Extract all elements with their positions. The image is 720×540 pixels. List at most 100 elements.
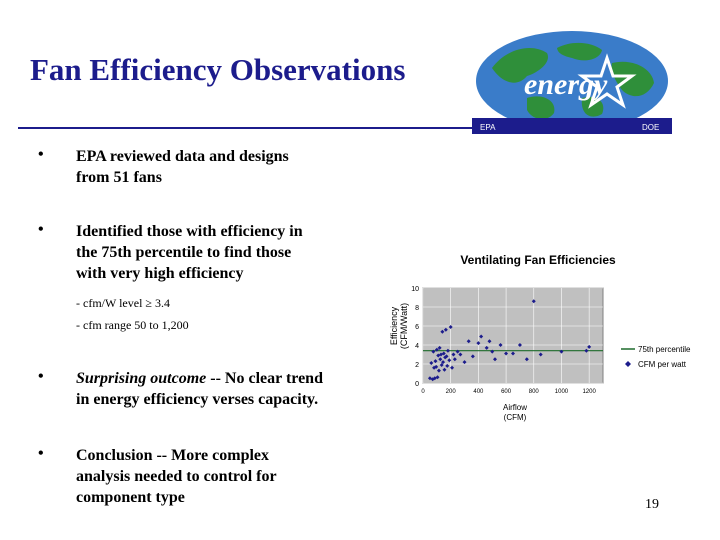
bullet-conclusion: Conclusion -- More complex analysis need… xyxy=(76,445,277,508)
bullet-epa-reviewed: EPA reviewed data and designs from 51 fa… xyxy=(76,146,289,188)
sub-bullet-cfm-level: - cfm/W level ≥ 3.4 xyxy=(76,296,171,310)
data-point xyxy=(431,349,436,354)
data-point xyxy=(450,365,455,370)
bullet-line: component type xyxy=(76,489,185,506)
energy-star-logo-icon: energy EPA DOE xyxy=(472,31,672,134)
bullet-marker: • xyxy=(38,221,44,238)
y-tick-label: 0 xyxy=(415,381,419,388)
logo-wordmark: energy xyxy=(524,68,608,101)
x-axis-label-line1: Airflow xyxy=(503,403,527,412)
bullet-identified: Identified those with efficiency in the … xyxy=(76,221,303,284)
data-point xyxy=(490,349,495,354)
continent-shape xyxy=(557,42,602,61)
data-point xyxy=(531,299,536,304)
legend-point-swatch xyxy=(625,361,631,367)
data-point xyxy=(487,339,492,344)
data-point xyxy=(436,368,441,373)
data-point xyxy=(462,360,467,365)
x-tick-label: 600 xyxy=(501,389,512,395)
sub-bullet-cfm-range: - cfm range 50 to 1,200 xyxy=(76,318,189,332)
data-point xyxy=(524,357,529,362)
logo-epa-label: EPA xyxy=(480,123,496,132)
continent-shape xyxy=(527,96,555,120)
y-tick-label: 6 xyxy=(415,324,419,331)
continent-shape xyxy=(492,48,548,83)
title-divider xyxy=(18,127,474,129)
data-point xyxy=(437,345,442,350)
data-point xyxy=(432,365,437,370)
data-point xyxy=(470,354,475,359)
data-point xyxy=(538,352,543,357)
data-point xyxy=(433,359,438,364)
data-point xyxy=(451,352,456,357)
data-point xyxy=(443,327,448,332)
x-tick-label: 1200 xyxy=(582,389,596,395)
data-point xyxy=(587,344,592,349)
plot-area xyxy=(422,287,604,384)
chart-title: Ventilating Fan Efficiencies xyxy=(460,253,616,267)
y-tick-label: 8 xyxy=(415,305,419,312)
bullet-line: analysis needed to control for xyxy=(76,468,277,485)
bullet-line: Conclusion -- More complex xyxy=(76,447,270,464)
bullet-marker: • xyxy=(38,445,44,462)
x-tick-label: 200 xyxy=(446,389,457,395)
data-point xyxy=(517,343,522,347)
data-point xyxy=(511,351,515,356)
x-axis-label-line2: (CFM) xyxy=(504,413,527,422)
continent-shape xyxy=(611,61,654,97)
logo-doe-label: DOE xyxy=(642,123,659,132)
data-point xyxy=(441,360,446,365)
y-tick-label: 4 xyxy=(415,343,419,350)
data-point xyxy=(435,375,440,380)
data-point xyxy=(445,363,450,368)
data-point xyxy=(434,347,439,352)
data-point xyxy=(439,362,444,367)
data-point xyxy=(438,357,443,362)
data-point xyxy=(476,341,481,346)
bullet-line: the 75th percentile to find those xyxy=(76,244,292,261)
data-point xyxy=(458,352,463,357)
data-point xyxy=(559,349,564,354)
x-tick-label: 400 xyxy=(473,389,484,395)
bullet-line: Surprising outcome -- No clear trend xyxy=(76,368,323,389)
data-point xyxy=(452,357,457,362)
data-points xyxy=(427,299,592,382)
data-point xyxy=(479,334,484,339)
y-axis-label-line1: Efficiency xyxy=(389,306,399,345)
grid-lines xyxy=(422,287,603,384)
legend-percentile-label: 75th percentile xyxy=(638,345,691,354)
bullet-surprising-outcome: Surprising outcome -- No clear trend in … xyxy=(76,368,323,410)
data-point xyxy=(466,339,471,344)
emphasis-text: Surprising outcome xyxy=(76,370,207,387)
data-point xyxy=(504,351,509,356)
bullet-line: in energy efficiency verses capacity. xyxy=(76,391,319,408)
page-number: 19 xyxy=(645,497,659,512)
legend-series-label: CFM per watt xyxy=(638,360,687,369)
data-point xyxy=(429,361,434,366)
data-point xyxy=(441,351,446,356)
data-point xyxy=(434,364,439,369)
x-tick-label: 0 xyxy=(421,389,425,395)
data-point xyxy=(584,348,589,353)
bullet-line: from 51 fans xyxy=(76,169,162,186)
data-point xyxy=(455,349,460,354)
data-point xyxy=(445,348,450,353)
data-point xyxy=(493,357,497,362)
slide-title: Fan Efficiency Observations xyxy=(30,52,406,87)
data-point xyxy=(442,367,447,372)
fan-efficiency-chart: Ventilating Fan Efficiencies Efficiency … xyxy=(389,253,691,422)
y-tick-label: 2 xyxy=(415,362,419,369)
data-point xyxy=(498,343,503,347)
bullet-line-rest: -- No clear trend xyxy=(206,370,323,387)
y-axis-label-line2: (CFM/Watt) xyxy=(399,303,409,349)
bullet-line: with very high efficiency xyxy=(76,265,244,282)
logo-base-bar xyxy=(472,118,672,134)
data-point xyxy=(484,345,489,350)
bullet-marker: • xyxy=(38,146,44,163)
x-tick-label: 1000 xyxy=(555,389,569,395)
star-icon xyxy=(577,53,637,109)
y-tick-label: 10 xyxy=(411,286,419,293)
axis-ticks: 0 2 4 6 8 10 0 200 400 600 800 1000 1200 xyxy=(411,286,596,395)
bullet-line: Identified those with efficiency in xyxy=(76,223,303,240)
data-point xyxy=(447,358,452,363)
